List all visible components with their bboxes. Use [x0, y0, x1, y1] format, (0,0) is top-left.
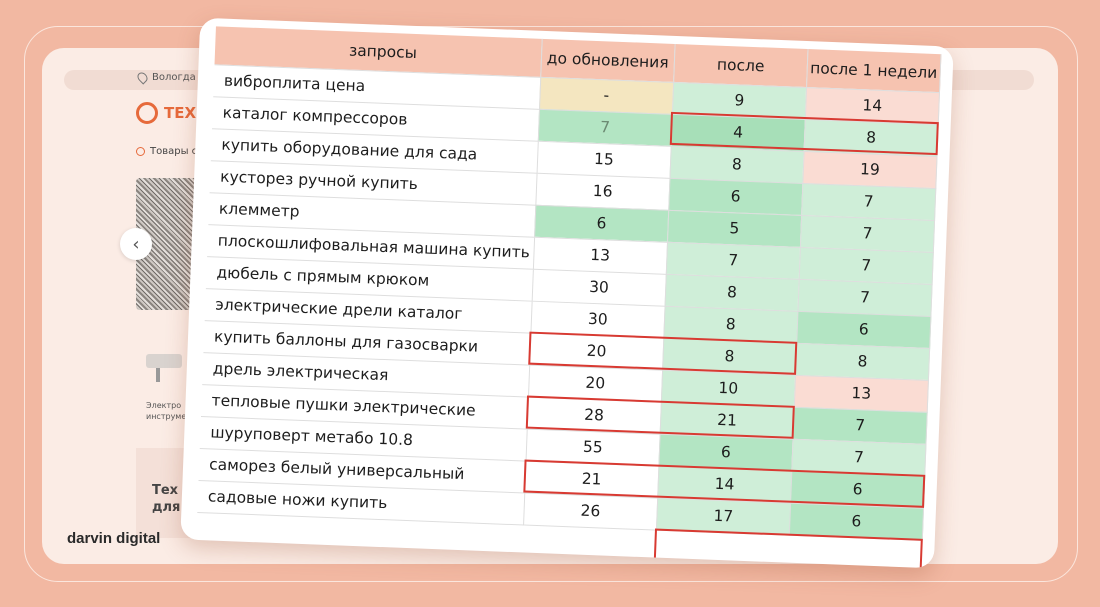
rankings-table-card: запросы до обновления после после 1 неде…	[180, 17, 954, 569]
percent-icon	[136, 147, 145, 156]
before-cell: 30	[531, 268, 667, 306]
before-cell: 15	[536, 140, 672, 178]
before-cell: 21	[524, 460, 659, 498]
before-cell: 13	[533, 236, 668, 274]
after-cell: 6	[658, 433, 793, 471]
week-cell: 8	[804, 119, 939, 157]
banner-line: Тех	[152, 483, 179, 498]
before-cell: -	[539, 76, 674, 114]
goods-label: Товары со	[150, 146, 204, 157]
week-cell: 7	[792, 406, 928, 444]
header-after: после	[673, 43, 808, 88]
after-cell: 6	[668, 177, 803, 215]
before-cell: 26	[523, 492, 658, 530]
week-cell: 7	[799, 246, 934, 285]
background-city: Вологда	[135, 70, 196, 85]
week-cell: 14	[805, 87, 940, 125]
before-cell: 6	[534, 204, 669, 242]
after-cell: 8	[669, 145, 805, 183]
city-label: Вологда	[152, 72, 196, 83]
banner-line: для	[152, 500, 181, 515]
after-cell: 10	[661, 369, 796, 407]
week-cell: 6	[789, 502, 924, 540]
before-cell: 20	[528, 364, 663, 402]
before-cell: 20	[529, 332, 664, 370]
before-cell: 7	[538, 108, 673, 146]
week-cell: 6	[790, 470, 925, 508]
brand-logo-text: darvin digital	[67, 530, 161, 547]
after-cell: 5	[667, 209, 802, 247]
after-cell: 17	[656, 497, 791, 535]
after-cell: 8	[663, 305, 798, 343]
after-cell: 9	[672, 81, 807, 120]
rankings-table: запросы до обновления после после 1 неде…	[197, 26, 941, 540]
week-cell: 7	[791, 438, 926, 476]
before-cell: 28	[526, 396, 662, 434]
background-banner-text: Тех для	[152, 482, 180, 516]
week-cell: 7	[801, 182, 936, 221]
week-cell: 8	[795, 342, 930, 380]
after-cell: 4	[671, 113, 806, 151]
week-cell: 6	[796, 310, 931, 348]
location-pin-icon	[135, 70, 150, 85]
week-cell: 7	[800, 214, 935, 253]
tool-image	[142, 348, 186, 384]
after-cell: 8	[662, 337, 797, 375]
after-cell: 8	[664, 273, 800, 311]
carousel-prev-arrow-icon: ‹	[120, 228, 152, 260]
tool-label-line: Электро	[146, 401, 182, 410]
after-cell: 21	[659, 401, 795, 439]
before-cell: 30	[530, 300, 665, 338]
background-goods-link: Товары со	[136, 146, 203, 157]
week-cell: 7	[797, 278, 933, 316]
logo-mark-icon	[136, 102, 158, 124]
after-cell: 7	[666, 241, 801, 279]
tool-label: Электро инструме	[146, 400, 186, 422]
outer-frame	[24, 26, 1078, 582]
header-before: до обновления	[540, 38, 675, 82]
tool-label-line: инструме	[146, 412, 187, 421]
week-cell: 19	[802, 150, 938, 189]
after-cell: 14	[657, 465, 792, 503]
before-cell: 55	[525, 428, 660, 466]
header-week: после 1 недели	[806, 49, 941, 93]
before-cell: 16	[535, 172, 670, 210]
week-cell: 13	[794, 374, 929, 412]
